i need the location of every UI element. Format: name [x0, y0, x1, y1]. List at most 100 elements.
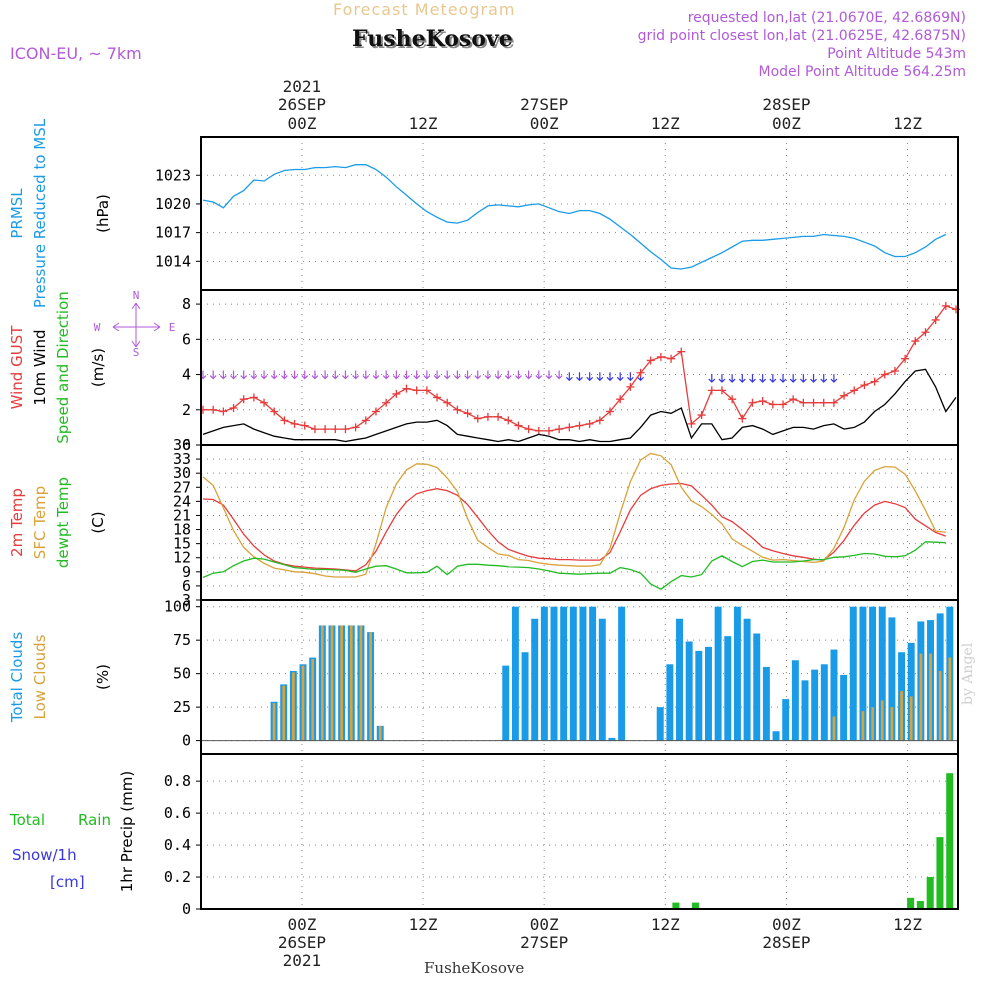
- panel-label: PRMSL: [8, 188, 26, 239]
- y-tick-label: 1020: [155, 195, 191, 213]
- y-tick-label: 4: [182, 366, 191, 384]
- gust-marker: [443, 398, 452, 407]
- wind-arrow: [606, 372, 614, 382]
- top-date-label: 28SEP: [762, 95, 810, 114]
- gust-marker: [209, 405, 218, 414]
- precip-bar: [907, 897, 915, 909]
- gust-marker: [748, 398, 757, 407]
- total-cloud-bar: [782, 699, 790, 741]
- y-tick-label: 3: [182, 591, 191, 609]
- gust-marker: [921, 328, 930, 337]
- panel-unit: (%): [94, 664, 112, 690]
- panel-label: Wind GUST: [8, 325, 26, 410]
- gust-marker: [890, 367, 899, 376]
- gust-marker: [310, 425, 319, 434]
- low-cloud-bar: [871, 707, 874, 741]
- wind-arrow: [626, 372, 634, 382]
- wind-arrow: [525, 370, 533, 380]
- y-tick-label: 2: [182, 401, 191, 419]
- gust-marker: [321, 425, 330, 434]
- wind-arrow: [362, 370, 370, 380]
- panel-label: Low Clouds: [31, 634, 49, 719]
- gust-marker: [433, 393, 442, 402]
- low-cloud-bar: [919, 653, 923, 741]
- low-cloud-bar: [320, 625, 324, 741]
- wind-arrow: [565, 372, 573, 382]
- low-cloud-bar: [900, 691, 903, 741]
- total-cloud-bar: [840, 674, 848, 741]
- gust-marker: [717, 386, 726, 395]
- gust-marker: [911, 337, 920, 346]
- total-cloud-bar: [762, 666, 770, 741]
- wind-arrow: [759, 374, 767, 383]
- gust-marker: [728, 395, 737, 404]
- total-cloud-bar: [859, 606, 867, 741]
- low-cloud-bar: [292, 672, 295, 741]
- y-tick-label: 18: [173, 521, 191, 539]
- bottom-time-label: 12Z: [651, 915, 680, 934]
- y-tick-label: 15: [173, 535, 191, 553]
- gust-marker: [392, 389, 401, 398]
- total-cloud-bar: [676, 618, 683, 741]
- series-line: [202, 541, 946, 590]
- gust-marker: [534, 426, 543, 435]
- top-time-label: 00Z: [772, 114, 801, 133]
- top-time-label: 12Z: [651, 114, 680, 133]
- wind-arrow: [260, 370, 268, 380]
- total-cloud-bar: [878, 606, 886, 741]
- wind-arrow: [301, 370, 309, 380]
- gust-marker: [504, 416, 513, 425]
- bottom-time-label: 00Z: [772, 915, 801, 934]
- total-cloud-bar: [695, 650, 703, 741]
- precip-bar: [672, 902, 680, 909]
- bottom-time-label: 12Z: [409, 915, 438, 934]
- wind-arrow: [718, 374, 726, 383]
- top-time-label: 00Z: [530, 114, 559, 133]
- low-cloud-bar: [890, 707, 894, 741]
- gust-marker: [341, 425, 350, 434]
- gust-marker: [850, 386, 859, 395]
- low-cloud-bar: [861, 711, 865, 741]
- gust-marker: [809, 398, 818, 407]
- gust-marker: [819, 398, 828, 407]
- precip-bar: [691, 902, 700, 909]
- total-cloud-bar: [589, 606, 597, 741]
- total-cloud-bar: [685, 641, 693, 741]
- bottom-time-label: 12Z: [893, 915, 922, 934]
- y-tick-label: 1023: [155, 166, 191, 184]
- wind-arrow: [311, 370, 319, 380]
- wind-arrow: [453, 370, 461, 380]
- gust-marker: [779, 400, 788, 409]
- gust-marker: [840, 391, 849, 400]
- gust-marker: [789, 395, 798, 404]
- wind-arrow: [219, 370, 227, 380]
- compass-n: N: [133, 289, 140, 302]
- panel-frame: [200, 136, 959, 291]
- y-tick-label: 12: [173, 549, 191, 567]
- gust-marker: [514, 421, 523, 430]
- closest-coords: grid point closest lon,lat (21.0625E, 42…: [637, 28, 966, 44]
- y-tick-label: 36: [173, 436, 191, 454]
- low-cloud-bar: [909, 696, 913, 741]
- low-cloud-bar: [330, 625, 334, 741]
- low-cloud-bar: [282, 685, 286, 741]
- total-cloud-bar: [714, 606, 722, 741]
- y-tick-label: 50: [173, 665, 191, 683]
- gust-marker: [870, 377, 879, 386]
- precip-bar: [926, 877, 934, 909]
- wind-arrow: [586, 372, 594, 382]
- precip-bar: [936, 837, 944, 909]
- gust-marker: [738, 414, 747, 423]
- gust-marker: [829, 398, 838, 407]
- low-cloud-bar: [369, 632, 372, 741]
- point-altitude: Point Altitude 543m: [827, 46, 966, 62]
- y-tick-label: 100: [164, 598, 191, 616]
- gust-marker: [260, 398, 269, 407]
- gust-marker: [280, 416, 289, 425]
- total-cloud-bar: [540, 606, 548, 741]
- gust-marker: [687, 419, 696, 428]
- wind-arrow: [403, 370, 410, 380]
- gust-marker: [758, 396, 767, 405]
- panel-label: Pressure Reduced to MSL: [31, 118, 49, 308]
- gust-marker: [351, 423, 360, 432]
